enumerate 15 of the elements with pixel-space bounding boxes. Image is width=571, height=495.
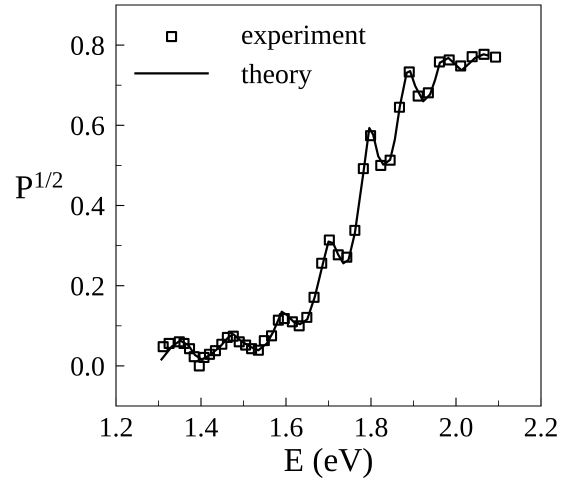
x-tick-label: 1.8 — [356, 418, 388, 437]
y-tick-label: 0.6 — [71, 116, 104, 136]
x-tick-label: 2.0 — [440, 418, 472, 437]
y-axis-title: P$^{1/2}$ — [16, 172, 62, 198]
legend-label: experiment — [242, 25, 366, 50]
legend-label: theory — [241, 64, 312, 90]
y-tick-label: 0.0 — [71, 357, 104, 376]
x-axis-title: E (eV) — [284, 448, 372, 478]
x-tick-label: 2.2 — [524, 418, 557, 437]
y-tick-label: 0.4 — [71, 196, 104, 216]
x-tick-label: 1.4 — [186, 418, 218, 437]
x-tick-label: 1.2 — [101, 418, 132, 437]
x-tick-label: 1.6 — [271, 418, 303, 437]
y-tick-label: 0.8 — [71, 36, 104, 56]
y-tick-label: 0.2 — [71, 276, 104, 296]
